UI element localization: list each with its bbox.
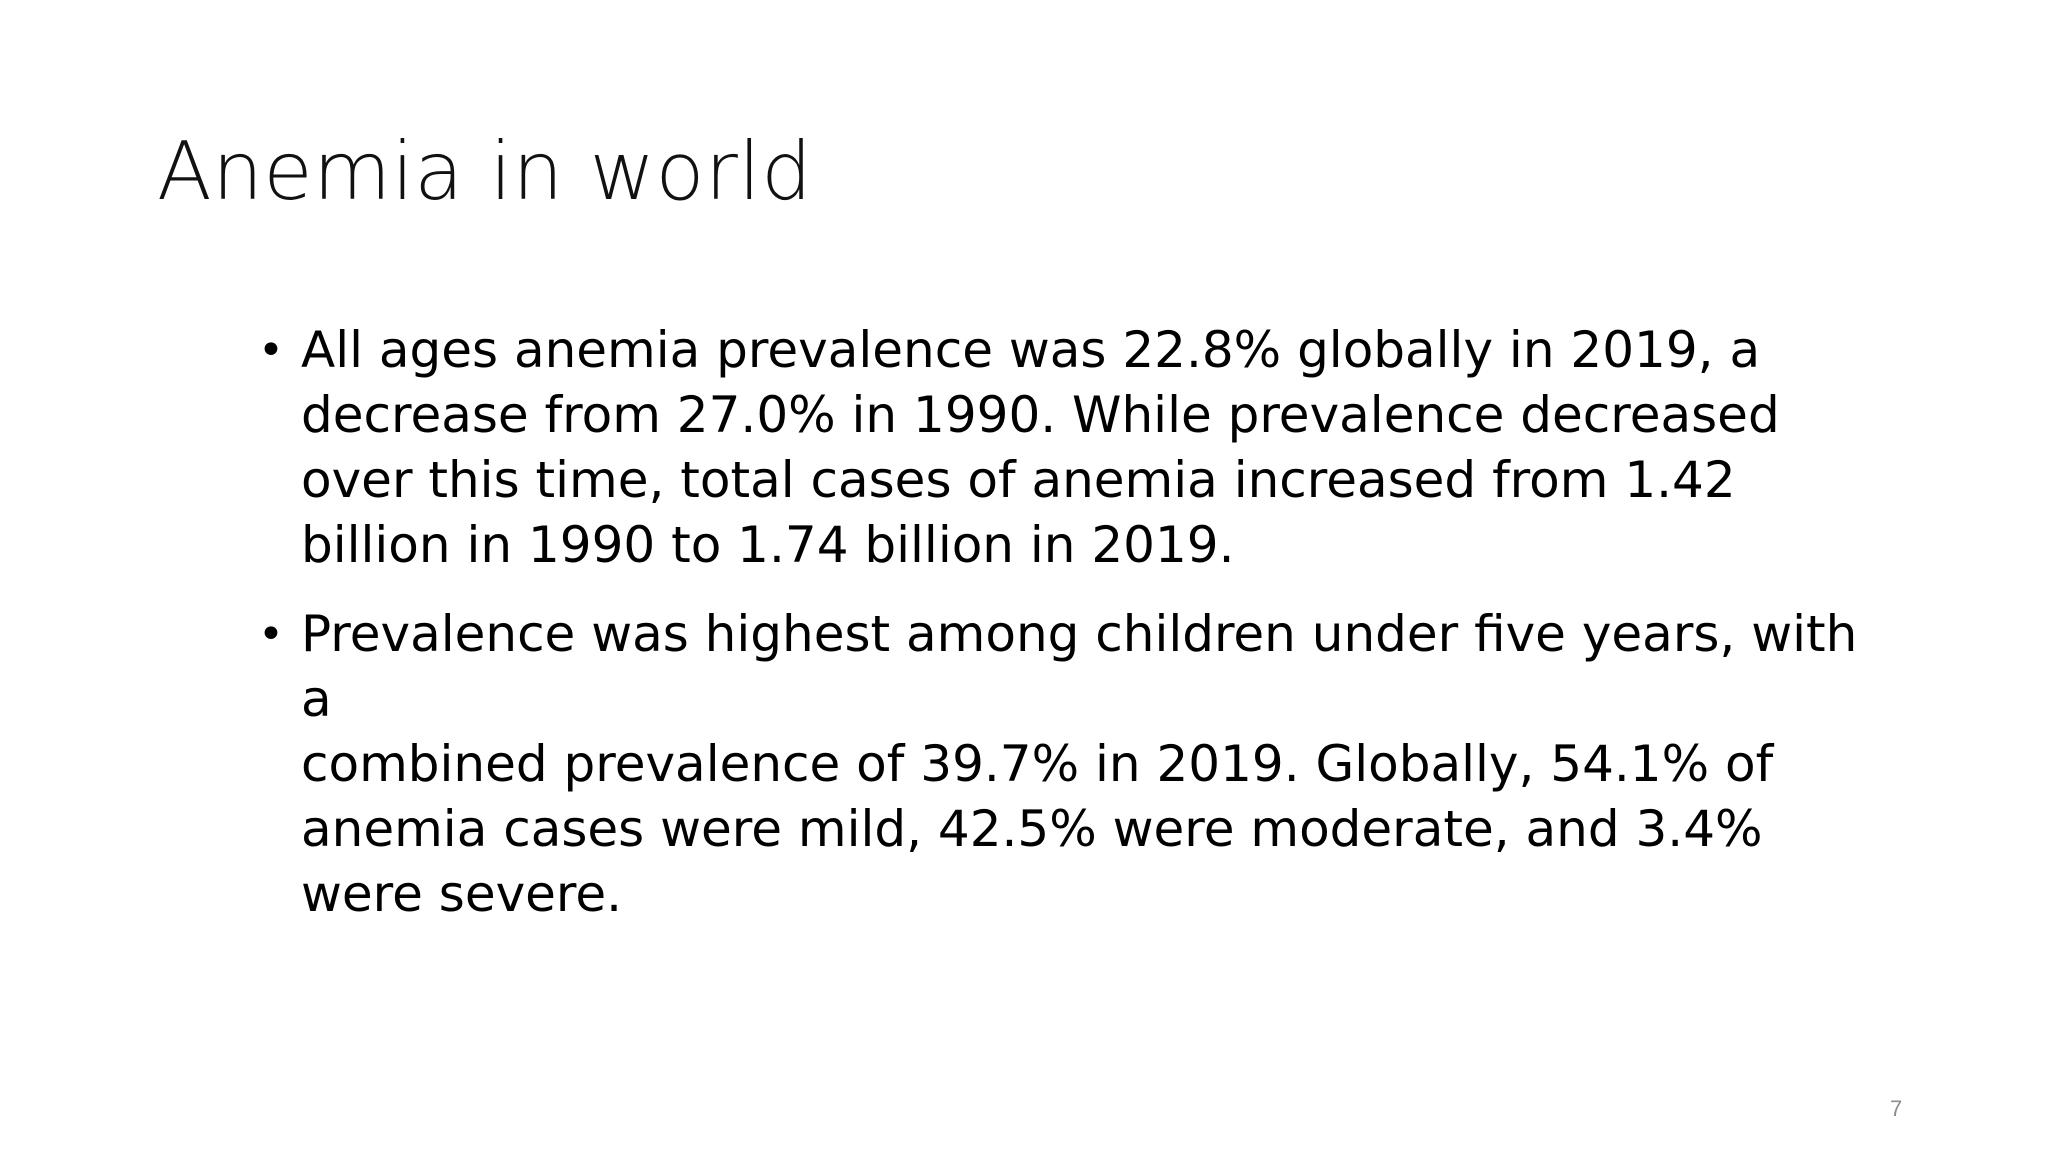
bullet-icon: •	[258, 609, 284, 660]
bullet-text: All ages anemia prevalence was 22.8% glo…	[301, 321, 1780, 574]
bullet-item: • All ages anemia prevalence was 22.8% g…	[258, 318, 1898, 578]
bullet-list: • All ages anemia prevalence was 22.8% g…	[258, 318, 1898, 951]
bullet-text: Prevalence was highest among children un…	[301, 605, 1858, 923]
slide-title: Anemia in world	[157, 125, 813, 218]
page-number: 7	[1890, 1096, 1903, 1121]
bullet-item: • Prevalence was highest among children …	[258, 602, 1898, 927]
bullet-icon: •	[258, 325, 284, 376]
